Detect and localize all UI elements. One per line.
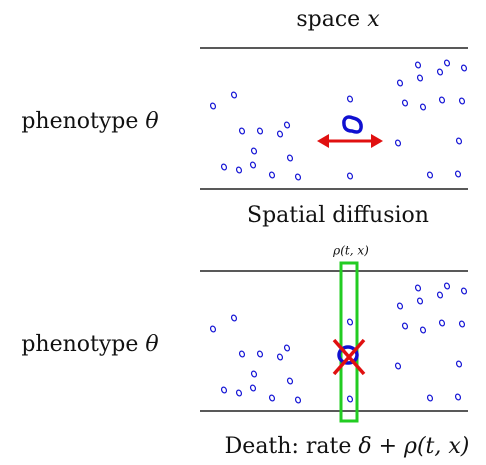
cell bbox=[238, 127, 246, 135]
cell bbox=[283, 344, 291, 352]
cell bbox=[346, 95, 354, 103]
dying-cell bbox=[337, 345, 359, 365]
middle-label: Spatial diffusion bbox=[247, 203, 429, 228]
cell bbox=[426, 171, 434, 179]
label-var: θ bbox=[145, 109, 158, 134]
cell bbox=[455, 137, 463, 145]
cell bbox=[230, 91, 238, 99]
label-expr: δ + ρ(t, x) bbox=[358, 434, 469, 459]
cell bbox=[250, 370, 258, 378]
cell bbox=[250, 147, 258, 155]
space-label: space x bbox=[296, 7, 380, 32]
cell bbox=[438, 96, 446, 104]
cell bbox=[235, 166, 243, 174]
cell bbox=[419, 103, 427, 111]
cell bbox=[256, 350, 264, 358]
cell bbox=[458, 97, 466, 105]
focus-cell bbox=[342, 115, 363, 134]
cell bbox=[249, 161, 257, 169]
cell bbox=[443, 59, 451, 67]
cell bbox=[286, 377, 294, 385]
cell bbox=[416, 74, 424, 82]
phenotype-label: phenotype θ bbox=[21, 109, 158, 134]
rho-window bbox=[339, 261, 359, 423]
diffusion-arrow bbox=[317, 134, 383, 148]
bottom-label: Death: rate δ + ρ(t, x) bbox=[225, 434, 470, 459]
cell bbox=[394, 139, 402, 147]
cell bbox=[436, 68, 444, 76]
cell bbox=[249, 384, 257, 392]
cell bbox=[460, 287, 468, 295]
cell bbox=[455, 360, 463, 368]
cell bbox=[460, 64, 468, 72]
cell bbox=[454, 393, 462, 401]
death-cross bbox=[332, 338, 366, 376]
cell bbox=[426, 394, 434, 402]
cell bbox=[230, 314, 238, 322]
cell bbox=[209, 102, 217, 110]
cell bbox=[436, 291, 444, 299]
cell bbox=[268, 394, 276, 402]
cell bbox=[238, 350, 246, 358]
cell bbox=[220, 386, 228, 394]
cell bbox=[394, 362, 402, 370]
cell bbox=[346, 318, 354, 326]
label-word: phenotype bbox=[21, 109, 138, 134]
phenotype-label: phenotype θ bbox=[21, 332, 158, 357]
cell bbox=[276, 353, 284, 361]
cell bbox=[235, 389, 243, 397]
cells bbox=[209, 59, 468, 404]
space-word: space bbox=[296, 7, 360, 32]
cell bbox=[286, 154, 294, 162]
cell bbox=[396, 302, 404, 310]
cell bbox=[256, 127, 264, 135]
cell bbox=[414, 61, 422, 69]
cell bbox=[268, 171, 276, 179]
cell bbox=[401, 322, 409, 330]
cell bbox=[419, 326, 427, 334]
label-word: phenotype bbox=[21, 332, 138, 357]
cell bbox=[458, 320, 466, 328]
cell bbox=[346, 395, 354, 403]
label-word: Death: rate bbox=[225, 434, 352, 459]
cell bbox=[454, 170, 462, 178]
cell bbox=[414, 284, 422, 292]
cell bbox=[438, 319, 446, 327]
cell bbox=[220, 163, 228, 171]
space-var: x bbox=[367, 7, 380, 32]
cell bbox=[209, 325, 217, 333]
cell bbox=[401, 99, 409, 107]
cell bbox=[294, 396, 302, 404]
cell bbox=[283, 121, 291, 129]
label-var: θ bbox=[145, 332, 158, 357]
cell bbox=[396, 79, 404, 87]
cell bbox=[443, 282, 451, 290]
cell bbox=[294, 173, 302, 181]
rho-label: ρ(t, x) bbox=[332, 244, 369, 258]
cell bbox=[416, 297, 424, 305]
cell bbox=[276, 130, 284, 138]
cell bbox=[346, 172, 354, 180]
